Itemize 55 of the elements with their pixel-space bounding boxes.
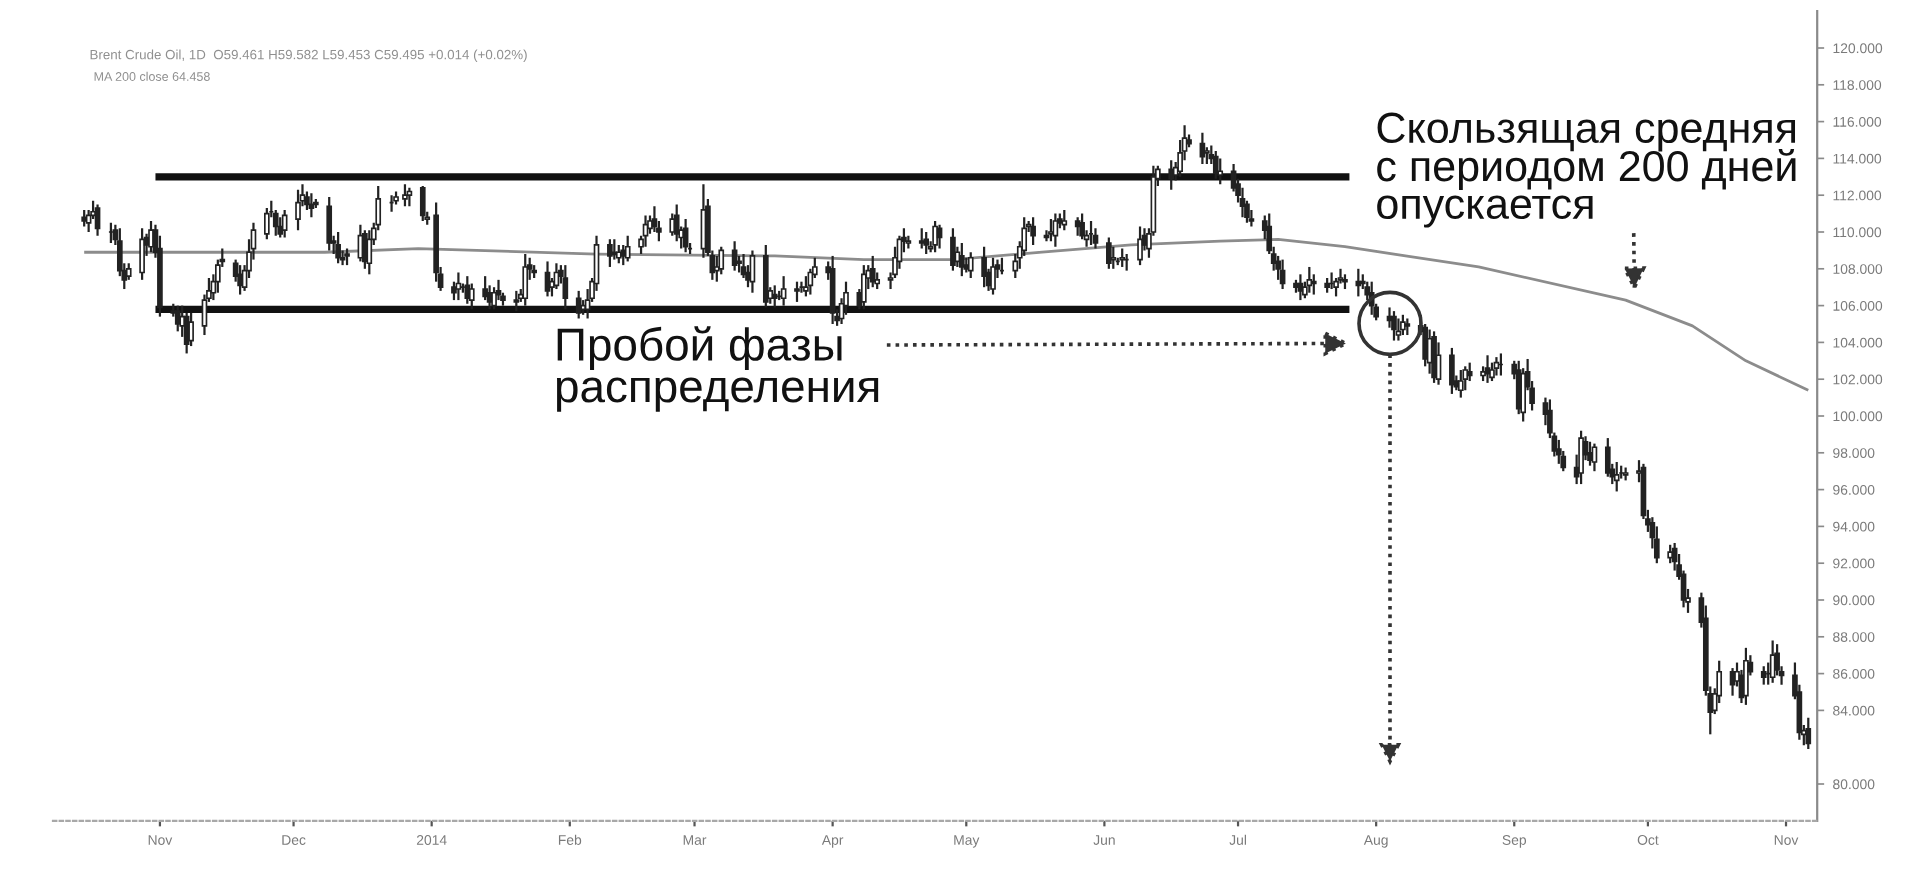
- candlestick: [1310, 273, 1317, 296]
- candlestick: [1048, 218, 1054, 243]
- candlestick: [1092, 227, 1099, 250]
- candlestick: [464, 275, 471, 305]
- candlestick: [1248, 208, 1255, 228]
- candlestick: [1578, 429, 1584, 486]
- candlestick: [188, 311, 194, 348]
- candlestick: [1493, 356, 1500, 377]
- candlestick: [281, 208, 288, 239]
- candlestick: [936, 223, 943, 250]
- candlestick: [1653, 525, 1660, 565]
- candlestick: [139, 227, 145, 281]
- candlestick: [1591, 442, 1598, 473]
- candlestick: [611, 238, 618, 261]
- candlestick: [1217, 157, 1224, 186]
- annotation: Пробой фазы распределения: [556, 326, 879, 412]
- candlestick: [1774, 643, 1780, 677]
- candlestick: [94, 203, 101, 237]
- candlestick: [624, 234, 631, 263]
- candlestick: [1466, 361, 1473, 383]
- candlestick: [1462, 365, 1469, 392]
- candlestick: [682, 218, 689, 254]
- candlestick: [762, 243, 769, 309]
- candlestick: [1520, 367, 1527, 423]
- candlestick: [482, 275, 488, 302]
- candlestick: [237, 264, 243, 296]
- candlestick: [1449, 346, 1455, 396]
- candlestick: [673, 203, 680, 243]
- candlestick: [562, 264, 569, 311]
- candlestick: [366, 229, 373, 276]
- candlestick: [1555, 438, 1562, 465]
- candlestick: [620, 243, 627, 267]
- candlestick: [1212, 149, 1219, 180]
- annotation: Скользящая средняя с периодом 200 дней опускается: [1377, 112, 1796, 228]
- candlestick: [843, 280, 849, 316]
- candlestick: [419, 184, 426, 223]
- candlestick: [1275, 254, 1281, 281]
- candlestick: [1604, 436, 1611, 478]
- candlestick: [326, 195, 333, 252]
- candlestick: [468, 282, 475, 311]
- candlestick: [651, 205, 658, 234]
- candlestick: [1079, 212, 1085, 241]
- candlestick: [522, 252, 529, 307]
- candlestick: [1061, 208, 1068, 232]
- candlestick: [1667, 543, 1674, 565]
- candlestick: [451, 280, 457, 302]
- candlestick: [1306, 265, 1313, 294]
- candlestick: [1168, 159, 1175, 191]
- candlestick: [918, 227, 925, 250]
- candlestick: [669, 212, 676, 237]
- candlestick: [749, 249, 756, 294]
- candlestick: [718, 245, 725, 276]
- candlestick: [575, 289, 582, 320]
- candlestick: [277, 216, 284, 239]
- candlestick: [1106, 236, 1112, 270]
